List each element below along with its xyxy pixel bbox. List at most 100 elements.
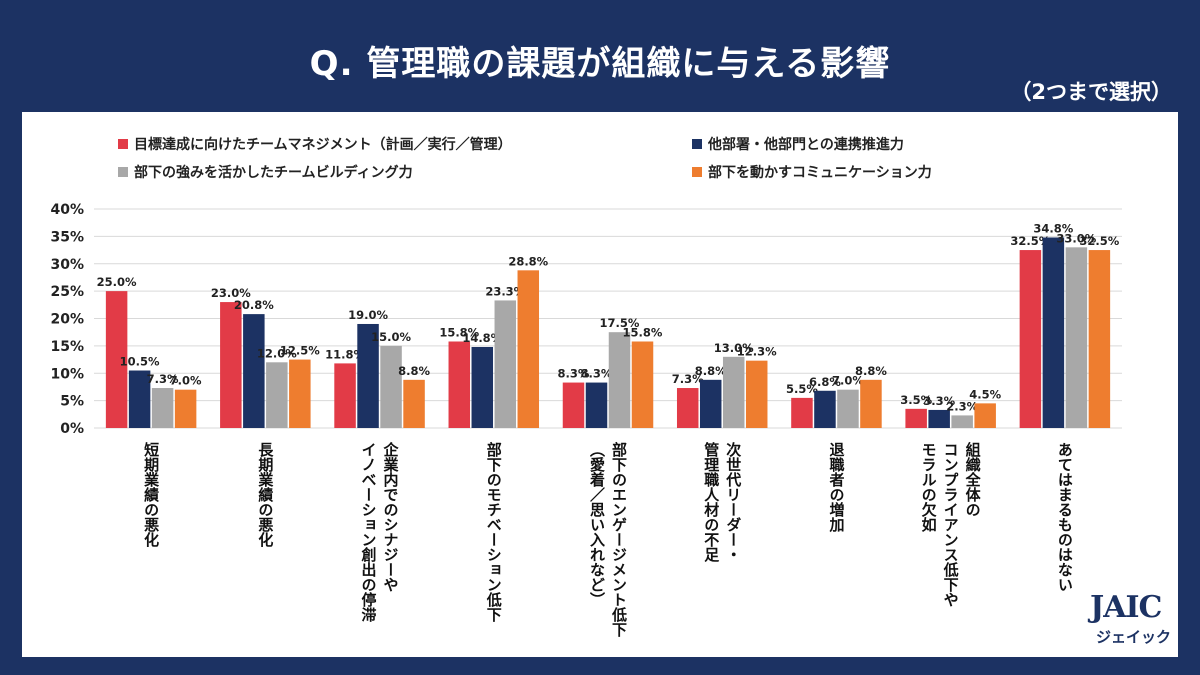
bar: [1088, 250, 1111, 428]
x-tick-label: 企業内でのシナジーや: [382, 441, 400, 592]
bar: [1065, 247, 1088, 428]
bar: [974, 403, 996, 428]
bar: [928, 409, 950, 428]
bar: [105, 291, 128, 428]
x-tick-label: 長期業績の悪化: [256, 442, 274, 547]
legend-swatch: [118, 167, 128, 177]
x-tick-label: 退職者の増加: [827, 442, 845, 533]
legend-swatch: [692, 167, 702, 177]
bar: [151, 388, 174, 428]
data-label: 5.5%: [786, 382, 818, 396]
bar: [860, 379, 882, 428]
bar: [174, 389, 197, 428]
data-label: 7.0%: [832, 374, 864, 388]
x-tick-label: モラルの欠如: [920, 442, 938, 533]
data-label: 8.3%: [558, 367, 590, 381]
data-label: 7.3%: [147, 372, 179, 386]
bar: [631, 341, 654, 428]
bar: [745, 360, 768, 428]
bar: [448, 341, 471, 428]
bar: [791, 397, 813, 428]
legend-swatch: [118, 139, 128, 149]
y-tick-label: 35%: [50, 229, 84, 245]
data-label: 12.0%: [257, 346, 297, 360]
bar: [1042, 237, 1065, 428]
bar: [334, 363, 356, 428]
data-label: 8.8%: [855, 364, 887, 378]
data-label: 7.3%: [672, 372, 704, 386]
data-label: 23.3%: [485, 284, 525, 298]
bar: [814, 390, 836, 428]
legend-label: 部下を動かすコミュニケーション力: [708, 164, 932, 181]
legend-swatch: [692, 139, 702, 149]
data-label: 8.8%: [695, 364, 727, 378]
data-label: 15.0%: [371, 330, 411, 344]
x-tick-label: 組織全体の: [964, 441, 982, 517]
data-label: 14.8%: [462, 331, 502, 345]
data-label: 3.5%: [900, 393, 932, 407]
data-label: 23.0%: [211, 286, 251, 300]
data-label: 25.0%: [97, 275, 137, 289]
bar: [608, 332, 631, 428]
x-tick-label: 短期業績の悪化: [142, 441, 160, 547]
logo-subtext: ジェイック: [1096, 628, 1172, 646]
data-label: 19.0%: [348, 308, 388, 322]
bar: [722, 356, 745, 428]
data-label: 6.8%: [809, 375, 841, 389]
legend-label: 部下の強みを活かしたチームビルディング力: [134, 164, 413, 181]
x-tick-label: （愛着／思い入れなど）: [588, 442, 606, 607]
data-label: 32.5%: [1010, 234, 1050, 248]
bar: [585, 382, 608, 428]
x-tick-label: 次世代リーダー・: [724, 441, 742, 562]
bar: [837, 389, 859, 428]
bar: [128, 370, 151, 428]
data-label: 20.8%: [234, 298, 274, 312]
data-label: 12.3%: [737, 345, 777, 359]
data-label: 15.8%: [623, 325, 663, 339]
bar: [676, 388, 699, 428]
data-label: 34.8%: [1033, 221, 1073, 235]
bar: [905, 408, 927, 428]
y-tick-label: 15%: [50, 339, 84, 355]
data-label: 4.5%: [969, 387, 1001, 401]
bar: [562, 382, 585, 428]
bar: [951, 415, 973, 428]
data-label: 2.3%: [946, 399, 978, 413]
x-tick-label: コンプライアンス低下や: [942, 442, 960, 607]
data-label: 12.5%: [280, 344, 320, 358]
x-tick-label: 管理職人材の不足: [702, 441, 720, 563]
data-label: 8.3%: [581, 367, 613, 381]
data-label: 17.5%: [600, 316, 640, 330]
bar: [289, 359, 311, 428]
data-label: 3.3%: [923, 394, 955, 408]
x-tick-label: イノベーション創出の停滞: [360, 442, 378, 623]
bar: [471, 346, 494, 428]
bar: [266, 362, 288, 428]
bar: [699, 379, 722, 428]
jaic-logo: JAIC ジェイック: [1090, 590, 1180, 656]
data-label: 28.8%: [508, 254, 548, 268]
y-tick-label: 10%: [50, 366, 84, 382]
y-tick-label: 30%: [50, 257, 84, 273]
data-label: 13.0%: [714, 341, 754, 355]
y-tick-label: 40%: [50, 202, 84, 218]
data-label: 7.0%: [170, 374, 202, 388]
chart-panel: 目標達成に向けたチームマネジメント（計画／実行／管理） 他部署・他部門との連携推進…: [22, 112, 1178, 657]
bar: [243, 314, 265, 428]
bar: [403, 379, 425, 428]
legend-label: 他部署・他部門との連携推進力: [707, 136, 904, 153]
y-tick-label: 25%: [50, 284, 84, 300]
y-tick-label: 20%: [50, 312, 84, 328]
data-label: 15.8%: [439, 325, 479, 339]
bar-chart: 目標達成に向けたチームマネジメント（計画／実行／管理） 他部署・他部門との連携推進…: [50, 136, 1122, 638]
data-label: 33.0%: [1056, 231, 1096, 245]
y-tick-label: 5%: [60, 394, 84, 410]
bar: [380, 345, 402, 428]
bar: [494, 300, 517, 428]
data-label: 11.8%: [325, 347, 365, 361]
data-label: 32.5%: [1079, 234, 1119, 248]
y-tick-label: 0%: [60, 421, 84, 437]
x-tick-label: あてはまるものはない: [1056, 442, 1074, 592]
x-tick-label: 部下のモチベーション低下: [485, 441, 503, 623]
data-label: 10.5%: [120, 355, 160, 369]
